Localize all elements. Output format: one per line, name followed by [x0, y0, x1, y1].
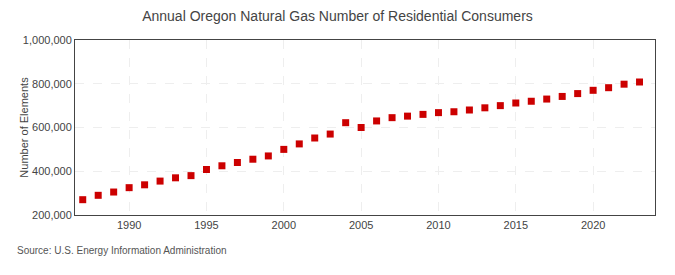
svg-text:800,000: 800,000	[32, 78, 72, 90]
svg-text:2000: 2000	[272, 219, 296, 231]
svg-text:2005: 2005	[349, 219, 373, 231]
svg-text:Annual Oregon Natural Gas Numb: Annual Oregon Natural Gas Number of Resi…	[142, 8, 533, 24]
svg-text:1995: 1995	[194, 219, 218, 231]
svg-text:1990: 1990	[117, 219, 141, 231]
svg-text:1,000,000: 1,000,000	[23, 34, 72, 46]
svg-text:2020: 2020	[581, 219, 605, 231]
svg-text:2010: 2010	[426, 219, 450, 231]
svg-text:600,000: 600,000	[32, 121, 72, 133]
svg-text:200,000: 200,000	[32, 209, 72, 221]
svg-text:2015: 2015	[504, 219, 528, 231]
svg-text:Source: U.S. Energy Informatio: Source: U.S. Energy Information Administ…	[17, 245, 227, 256]
svg-text:Number of Elements: Number of Elements	[18, 77, 30, 178]
svg-text:400,000: 400,000	[32, 165, 72, 177]
